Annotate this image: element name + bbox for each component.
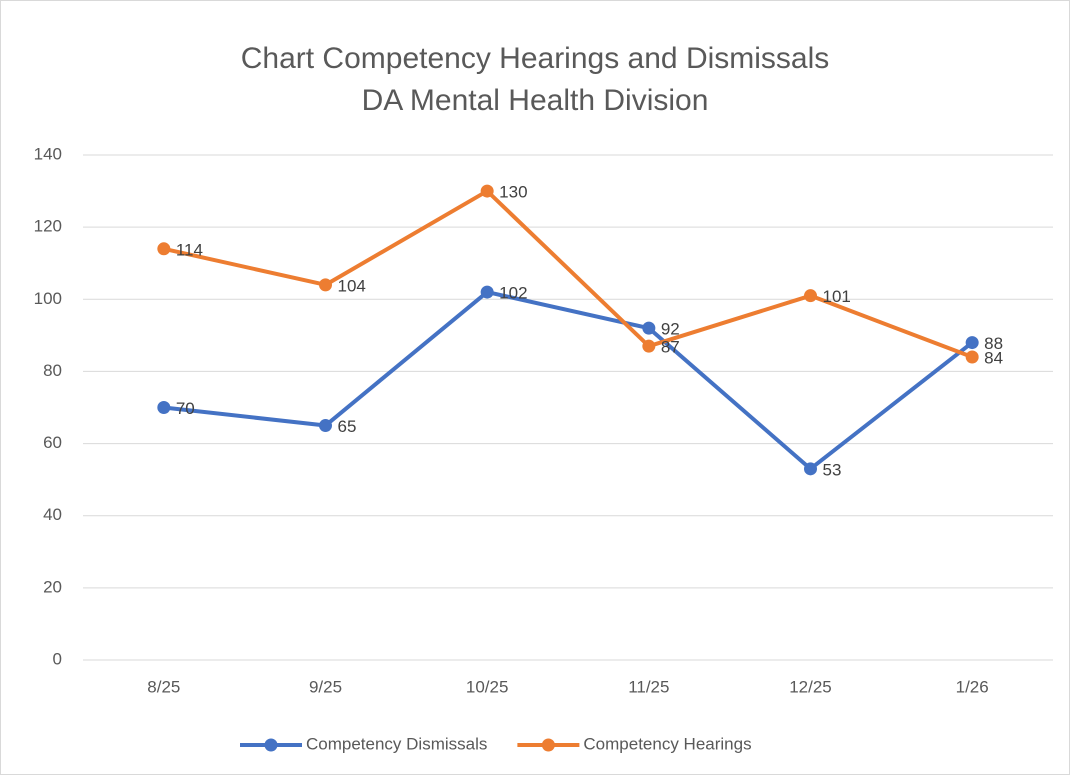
marker [480, 184, 494, 198]
marker [157, 401, 171, 414]
marker [642, 339, 656, 353]
data-label: 88 [984, 334, 1003, 353]
marker [965, 350, 979, 364]
y-tick-label: 100 [34, 289, 62, 308]
data-label: 114 [176, 240, 203, 259]
data-label: 70 [176, 399, 195, 418]
data-label: 104 [338, 276, 366, 295]
x-tick-label: 11/25 [628, 677, 669, 696]
chart-title: Chart Competency Hearings and Dismissals [241, 42, 830, 75]
marker [480, 285, 494, 299]
y-tick-label: 20 [43, 577, 62, 596]
x-tick-label: 12/25 [789, 677, 832, 696]
chart-title: DA Mental Health Division [362, 84, 709, 117]
y-tick-label: 0 [53, 649, 62, 668]
data-label: 65 [338, 417, 357, 436]
marker [804, 462, 817, 476]
data-label: 53 [823, 460, 842, 479]
x-tick-label: 9/25 [309, 677, 342, 696]
data-label: 130 [499, 183, 527, 202]
marker [804, 289, 817, 303]
legend-marker [541, 738, 555, 752]
legend-marker [264, 738, 278, 752]
data-label: 84 [984, 348, 1003, 367]
data-label: 102 [499, 284, 527, 303]
marker [157, 242, 171, 256]
legend-label: Competency Hearings [583, 734, 751, 753]
marker [319, 419, 332, 433]
series-line [163, 290, 974, 471]
data-label: 87 [661, 338, 680, 357]
data-label: 101 [823, 287, 851, 306]
x-tick-label: 1/26 [956, 677, 989, 696]
y-tick-label: 40 [43, 505, 62, 524]
legend-label: Competency Dismissals [306, 734, 487, 753]
y-tick-label: 140 [34, 144, 62, 163]
y-tick-label: 80 [43, 361, 62, 380]
y-tick-label: 120 [34, 217, 62, 236]
x-tick-label: 8/25 [147, 677, 180, 696]
marker [965, 336, 979, 350]
data-label: 92 [661, 320, 680, 339]
x-tick-label: 10/25 [466, 677, 509, 696]
marker [642, 321, 656, 335]
marker [319, 278, 332, 292]
series-line [163, 189, 973, 359]
y-tick-label: 60 [43, 433, 62, 452]
